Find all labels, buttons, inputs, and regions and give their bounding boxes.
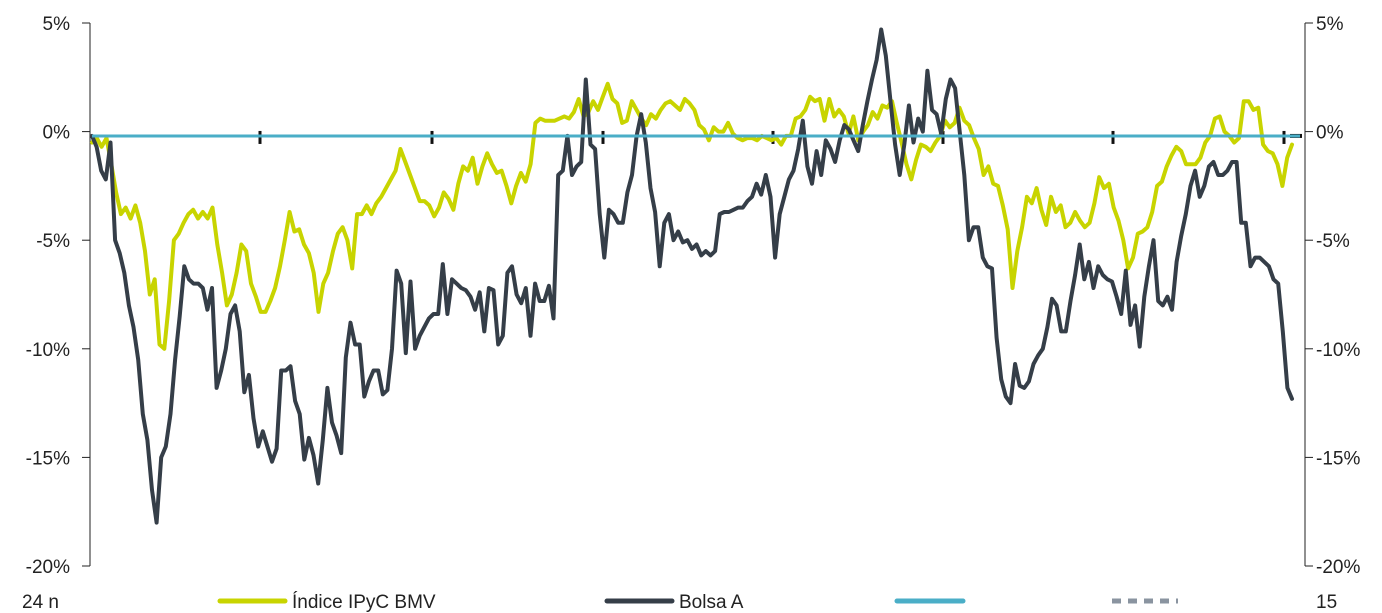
y-tick-label-left: -10% xyxy=(26,340,70,361)
series-line xyxy=(90,27,1294,525)
y-tick-label-right: -5% xyxy=(1316,231,1350,252)
y-tick-label-right: -10% xyxy=(1316,340,1360,361)
x-tick-label: 15 xyxy=(1316,592,1337,613)
y-tick-label-left: -20% xyxy=(26,557,70,578)
legend-label: Bolsa A xyxy=(679,592,744,613)
series-lines xyxy=(90,27,1300,525)
y-tick-label-right: -15% xyxy=(1316,448,1360,469)
x-tick-labels: 24 n 15 xyxy=(22,592,1337,613)
y-tick-label-left: -5% xyxy=(36,231,70,252)
y-tick-label-right: 5% xyxy=(1316,14,1344,35)
y-tick-label-right: -20% xyxy=(1316,557,1360,578)
y-tick-label-left: 5% xyxy=(43,14,71,35)
y-tick-label-left: 0% xyxy=(43,123,71,144)
legend: Índice IPyC BMV Bolsa A xyxy=(217,592,1178,613)
y-tick-label-right: 0% xyxy=(1316,123,1344,144)
y-tick-label-left: -15% xyxy=(26,448,70,469)
series-line xyxy=(90,81,1294,351)
legend-label: Índice IPyC BMV xyxy=(292,592,436,613)
x-tick-label: 24 n xyxy=(22,592,59,613)
